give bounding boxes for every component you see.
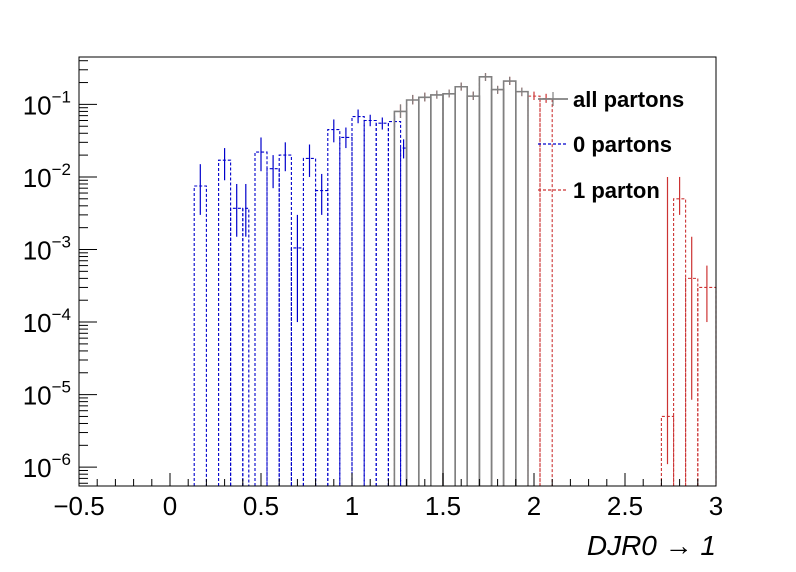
legend-entry: all partons bbox=[538, 87, 684, 112]
legend-label: all partons bbox=[573, 87, 684, 112]
x-tick-label: 1.5 bbox=[425, 491, 461, 521]
data-layer bbox=[193, 73, 717, 486]
x-tick-label: 3 bbox=[709, 491, 723, 521]
legend-entry: 1 parton bbox=[538, 178, 660, 203]
y-tick-label: 10−6 bbox=[23, 450, 71, 483]
x-tick-label: 0 bbox=[163, 491, 177, 521]
x-axis-title: DJR0 → 1 bbox=[587, 530, 716, 561]
y-tick-label: 10−4 bbox=[23, 305, 71, 338]
x-tick-label: −0.5 bbox=[53, 491, 104, 521]
legend-entry: 0 partons bbox=[538, 132, 672, 157]
series-all-partons bbox=[393, 73, 529, 486]
y-tick-label: 10−5 bbox=[23, 378, 71, 411]
x-tick-label: 1 bbox=[345, 491, 359, 521]
x-tick-label: 0.5 bbox=[243, 491, 279, 521]
y-tick-label: 10−1 bbox=[23, 87, 71, 120]
axes: −0.5 0 0.5 1 1.5 2 2.5 3 10−6 10−5 10−4 10−3 10−2 10−… bbox=[23, 60, 723, 521]
x-tick-label: 2 bbox=[527, 491, 541, 521]
x-tick-label: 2.5 bbox=[607, 491, 643, 521]
y-tick-label: 10−3 bbox=[23, 233, 71, 266]
histogram-bin bbox=[673, 198, 687, 486]
legend-label: 1 parton bbox=[573, 178, 660, 203]
y-tick-label: 10−2 bbox=[23, 160, 71, 193]
legend: all partons 0 partons 1 parton bbox=[538, 87, 684, 203]
legend-label: 0 partons bbox=[573, 132, 672, 157]
